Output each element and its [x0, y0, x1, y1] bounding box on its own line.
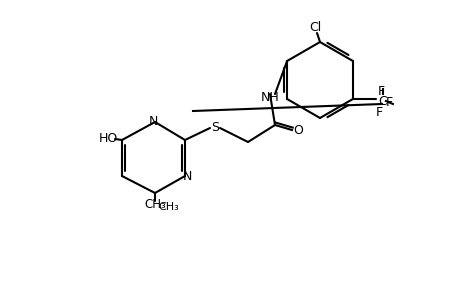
Text: S: S — [211, 121, 218, 134]
Text: F: F — [385, 95, 392, 109]
Text: HO: HO — [98, 131, 118, 145]
Text: CH₃: CH₃ — [144, 199, 166, 212]
Text: Cl: Cl — [308, 20, 320, 34]
Text: N: N — [148, 115, 157, 128]
Text: F: F — [376, 85, 384, 98]
Text: C: C — [378, 94, 386, 107]
Text: F: F — [375, 106, 381, 118]
Text: CH₃: CH₃ — [157, 202, 179, 212]
Text: O: O — [292, 124, 302, 136]
Text: N: N — [182, 170, 191, 184]
Text: NH: NH — [260, 91, 279, 103]
